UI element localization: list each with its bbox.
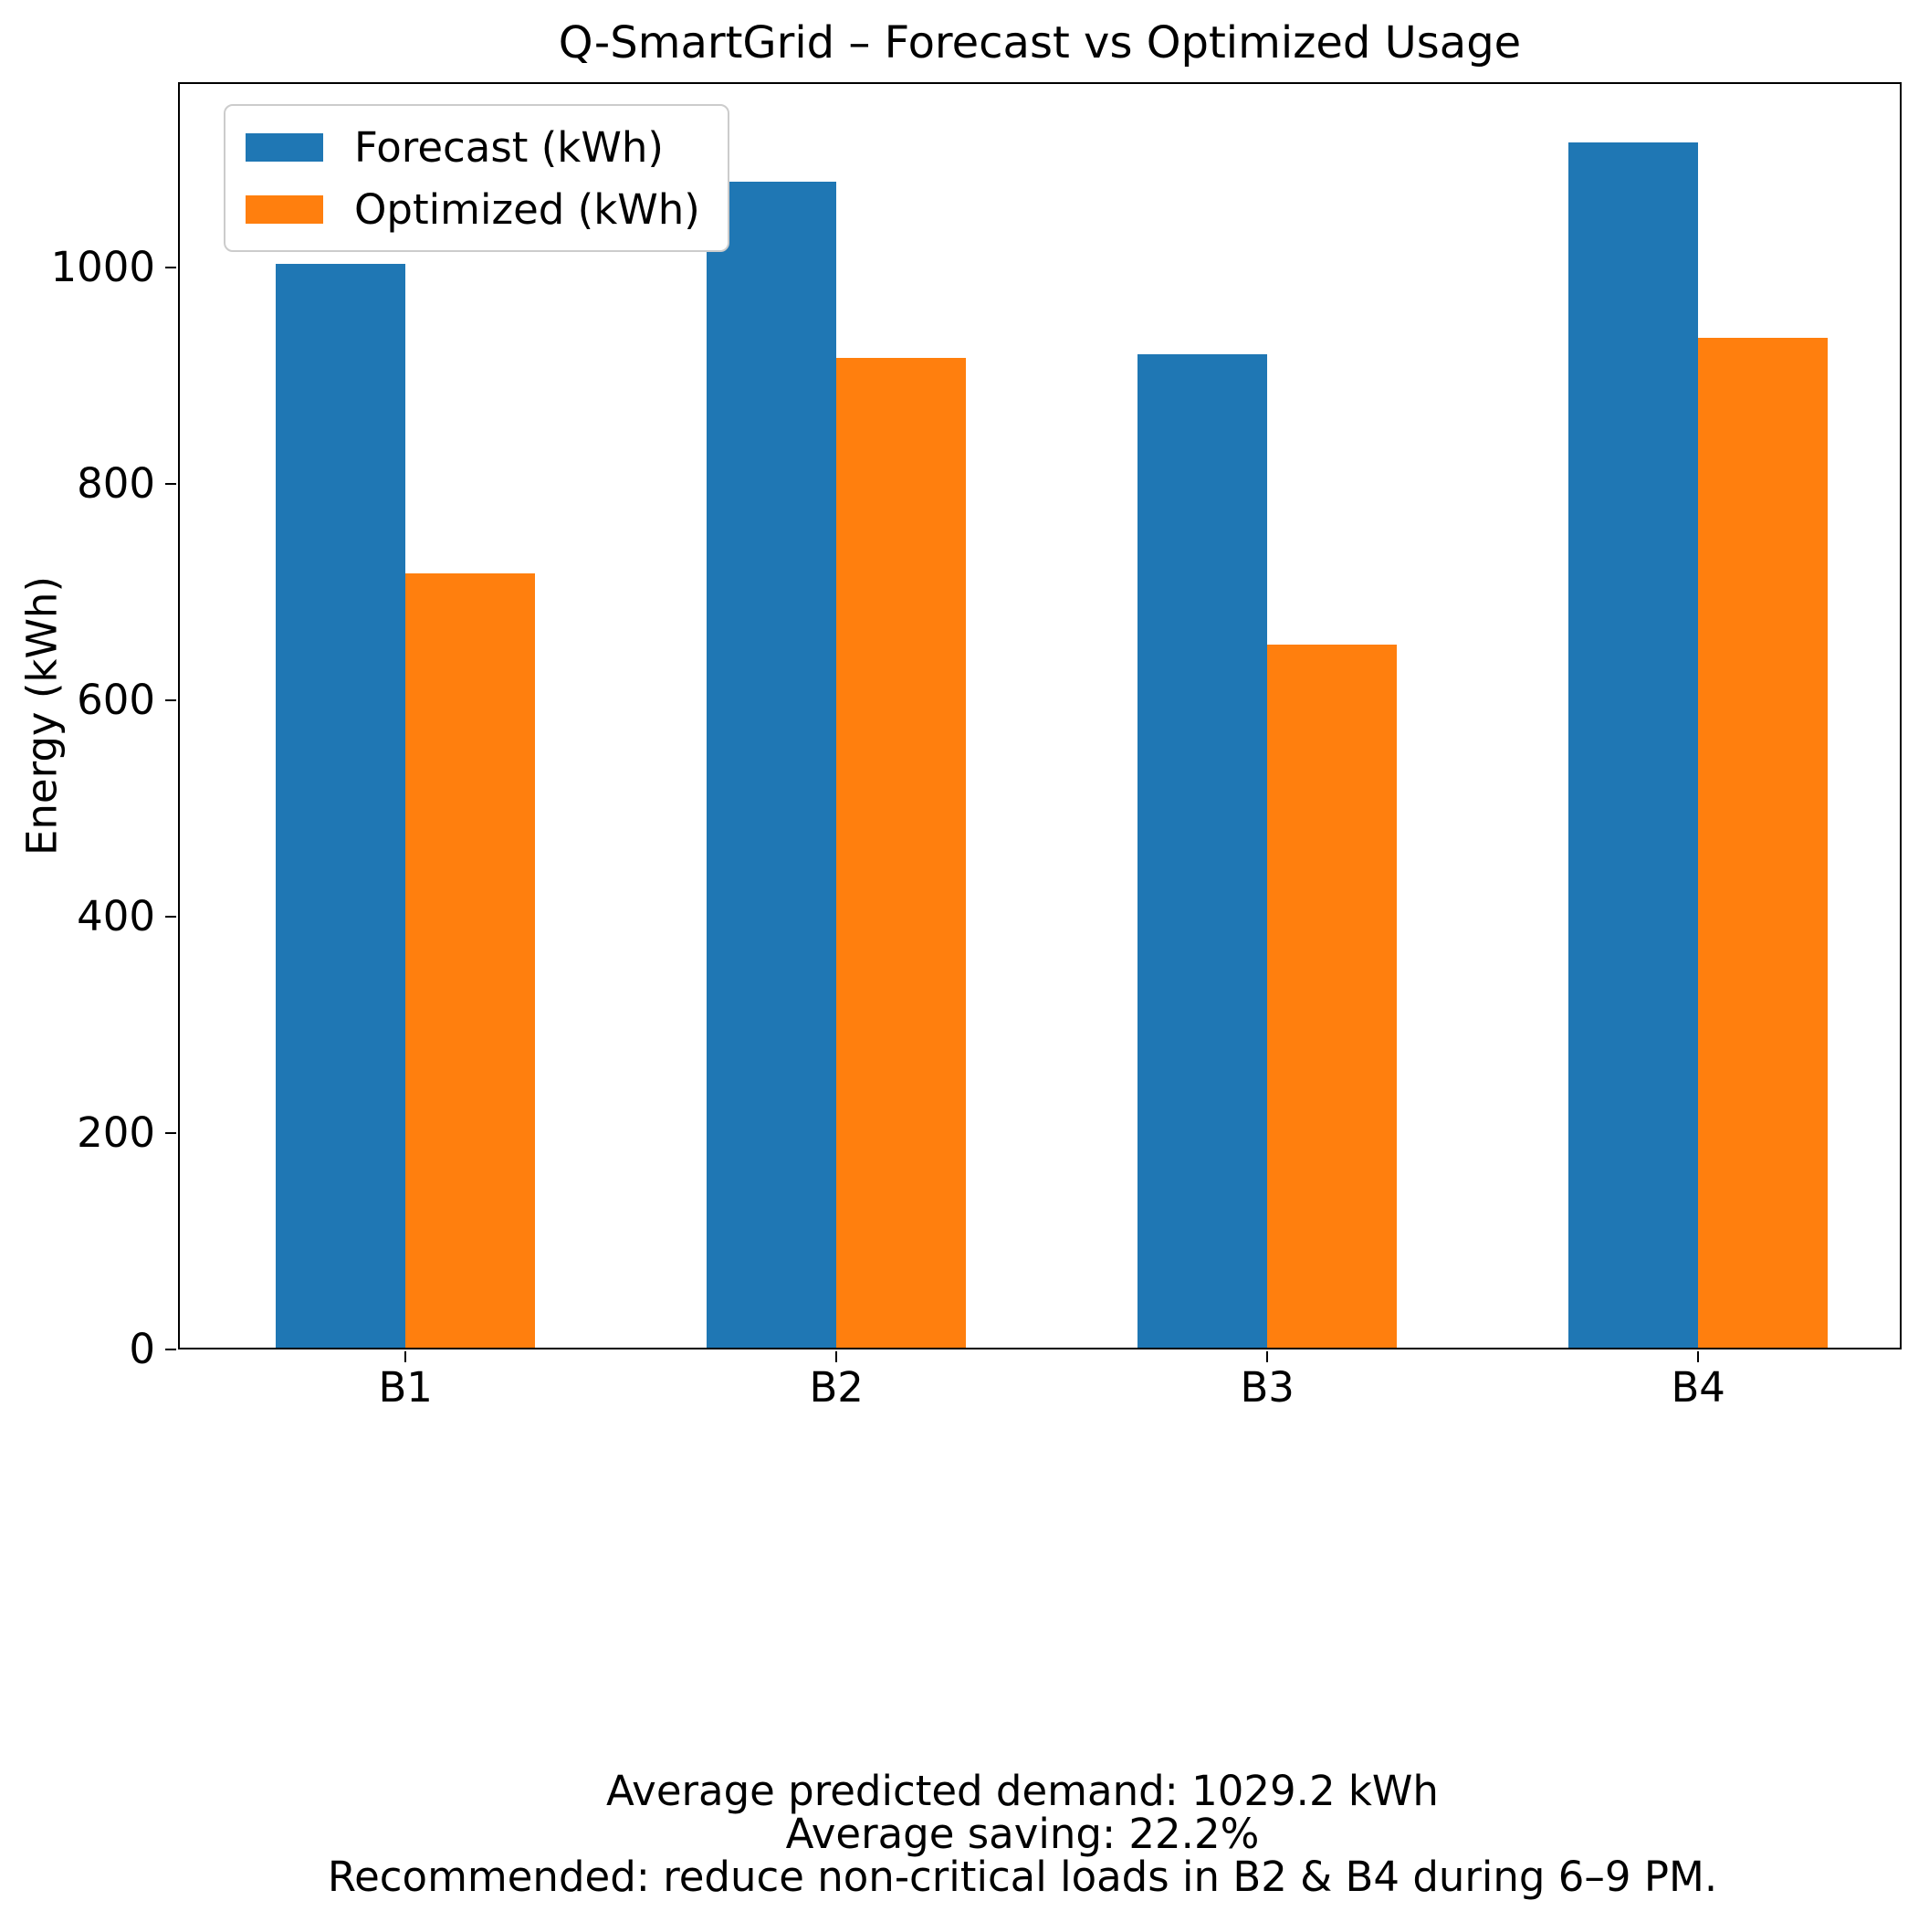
summary-line-demand: Average predicted demand: 1029.2 kWh bbox=[606, 1767, 1439, 1815]
summary-line-saving: Average saving: 22.2% bbox=[785, 1810, 1260, 1858]
bar-optimized-b3 bbox=[1267, 645, 1398, 1349]
y-tick-label-1000: 1000 bbox=[50, 242, 155, 291]
legend: Forecast (kWh) Optimized (kWh) bbox=[224, 104, 729, 252]
x-tick-label-b1: B1 bbox=[378, 1363, 433, 1412]
y-tick-label-200: 200 bbox=[77, 1108, 155, 1157]
y-tick-label-0: 0 bbox=[129, 1325, 155, 1373]
y-tick-mark-1000 bbox=[165, 266, 176, 268]
legend-label-forecast: Forecast (kWh) bbox=[354, 122, 664, 172]
bar-forecast-b1 bbox=[276, 264, 406, 1349]
x-tick-mark-b2 bbox=[835, 1351, 838, 1362]
bar-optimized-b1 bbox=[405, 573, 536, 1349]
bar-optimized-b4 bbox=[1698, 337, 1829, 1349]
axes-frame bbox=[178, 82, 1902, 1349]
y-tick-mark-400 bbox=[165, 915, 176, 918]
legend-swatch-forecast bbox=[246, 132, 323, 162]
legend-entry-forecast: Forecast (kWh) bbox=[246, 121, 700, 173]
legend-entry-optimized: Optimized (kWh) bbox=[246, 183, 700, 236]
y-tick-mark-0 bbox=[165, 1349, 176, 1350]
legend-label-optimized: Optimized (kWh) bbox=[354, 184, 700, 234]
bar-optimized-b2 bbox=[836, 358, 967, 1349]
chart-title: Q-SmartGrid – Forecast vs Optimized Usag… bbox=[558, 17, 1522, 68]
x-tick-mark-b4 bbox=[1697, 1351, 1700, 1362]
x-tick-label-b3: B3 bbox=[1240, 1363, 1295, 1412]
bar-forecast-b2 bbox=[707, 182, 837, 1349]
x-tick-label-b4: B4 bbox=[1671, 1363, 1725, 1412]
y-tick-label-600: 600 bbox=[77, 675, 155, 724]
bar-forecast-b4 bbox=[1568, 142, 1699, 1349]
y-tick-label-400: 400 bbox=[77, 891, 155, 940]
x-tick-label-b2: B2 bbox=[809, 1363, 864, 1412]
bar-forecast-b3 bbox=[1137, 353, 1268, 1349]
legend-swatch-optimized bbox=[246, 194, 323, 224]
summary-text: Average predicted demand: 1029.2 kWh Ave… bbox=[328, 1769, 1717, 1898]
y-tick-label-800: 800 bbox=[77, 458, 155, 508]
y-tick-mark-600 bbox=[165, 698, 176, 701]
y-tick-mark-200 bbox=[165, 1131, 176, 1134]
x-tick-mark-b3 bbox=[1266, 1351, 1269, 1362]
summary-line-recommendation: Recommended: reduce non-critical loads i… bbox=[327, 1853, 1718, 1901]
x-tick-mark-b1 bbox=[404, 1351, 407, 1362]
y-tick-mark-800 bbox=[165, 482, 176, 485]
plot-area: 0 200 400 600 800 1000 Forecast (kWh) Optimiz… bbox=[50, 82, 1902, 1412]
